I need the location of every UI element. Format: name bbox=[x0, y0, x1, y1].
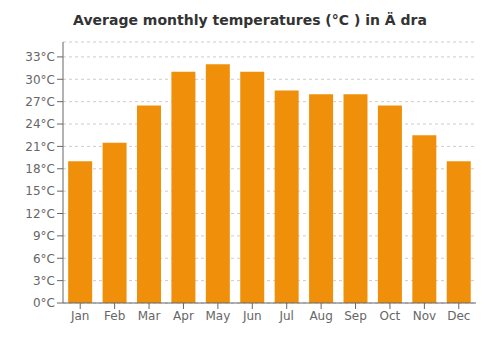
html-text:Average monthly temperatures (: Average monthly temperatures (°C ) in Ä … bbox=[73, 12, 427, 28]
svg-text:Oct: Oct bbox=[380, 309, 401, 323]
svg-text:Aug: Aug bbox=[309, 309, 332, 323]
svg-text:9°C: 9°C bbox=[33, 229, 55, 243]
svg-text:33°C: 33°C bbox=[25, 50, 55, 64]
svg-text:6°C: 6°C bbox=[33, 252, 55, 266]
svg-text:Feb: Feb bbox=[104, 309, 125, 323]
svg-text:Sep: Sep bbox=[344, 309, 367, 323]
svg-text:Jul: Jul bbox=[278, 309, 293, 323]
svg-text:12°C: 12°C bbox=[25, 207, 55, 221]
svg-text:Jan: Jan bbox=[70, 309, 90, 323]
svg-text:Apr: Apr bbox=[173, 309, 194, 323]
svg-text:Mar: Mar bbox=[138, 309, 161, 323]
svg-text:30°C: 30°C bbox=[25, 73, 55, 87]
svg-text:Jun: Jun bbox=[242, 309, 262, 323]
svg-text:24°C: 24°C bbox=[25, 117, 55, 131]
svg-text:0°C: 0°C bbox=[33, 296, 55, 310]
svg-text:15°C: 15°C bbox=[25, 184, 55, 198]
svg-text:21°C: 21°C bbox=[25, 140, 55, 154]
svg-text:3°C: 3°C bbox=[33, 274, 55, 288]
svg-text:Nov: Nov bbox=[413, 309, 436, 323]
svg-text:18°C: 18°C bbox=[25, 162, 55, 176]
svg-text:Dec: Dec bbox=[447, 309, 470, 323]
svg-text:May: May bbox=[205, 309, 230, 323]
svg-text:27°C: 27°C bbox=[25, 95, 55, 109]
